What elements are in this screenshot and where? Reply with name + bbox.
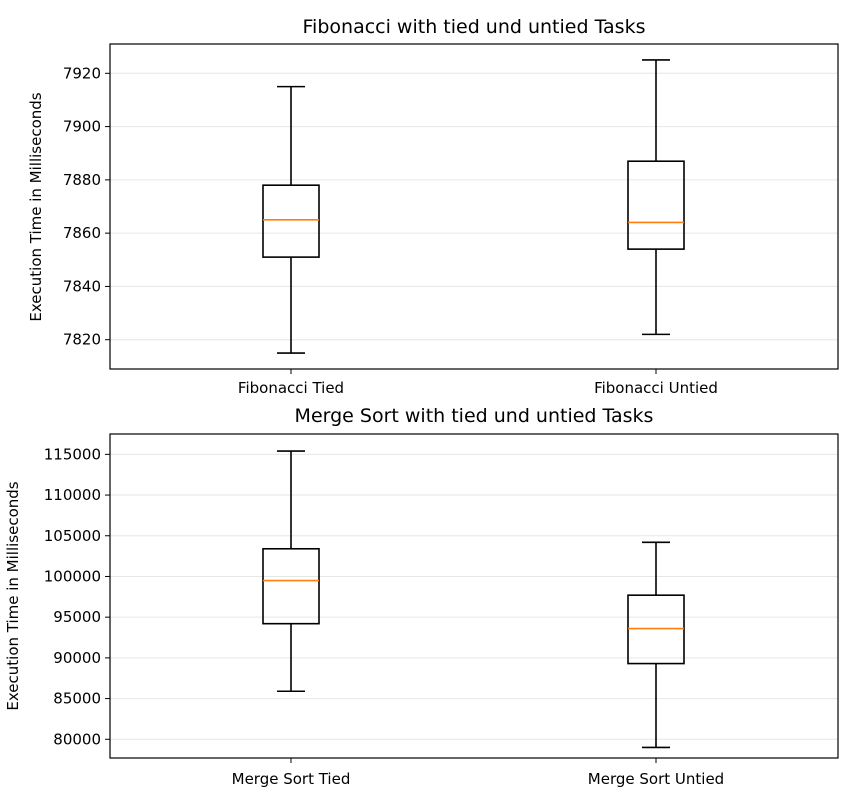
- axes-frame: [109, 433, 839, 759]
- axes-frame: [109, 43, 839, 370]
- y-axis-label: Execution Time in Milliseconds: [4, 481, 22, 710]
- chart-title: Fibonacci with tied und untied Tasks: [303, 16, 646, 38]
- box-fibonacci-untied: [627, 59, 685, 336]
- iqr-box: [627, 594, 685, 665]
- x-tick-label: Fibonacci Untied: [594, 379, 718, 397]
- box-fibonacci-tied: [262, 85, 320, 354]
- y-tick-label: 85000: [53, 690, 101, 708]
- iqr-box: [262, 184, 320, 258]
- y-tick-label: 7920: [63, 64, 101, 82]
- x-tick-label: Fibonacci Tied: [238, 379, 344, 397]
- iqr-box: [627, 160, 685, 250]
- y-tick-label: 90000: [53, 649, 101, 667]
- y-tick-label: 95000: [53, 608, 101, 626]
- y-tick-label: 110000: [44, 486, 101, 504]
- merge-sort-box-plot: Merge Sort with tied und untied Tasks Ex…: [4, 405, 839, 788]
- y-tick-label: 80000: [53, 730, 101, 748]
- x-tick-label: Merge Sort Tied: [232, 770, 351, 788]
- y-tick-label: 105000: [44, 527, 101, 545]
- y-axis-label: Execution Time in Milliseconds: [27, 92, 45, 321]
- y-tick-label: 7900: [63, 118, 101, 136]
- x-tick-label: Merge Sort Untied: [588, 770, 724, 788]
- y-tick-label: 7860: [63, 224, 101, 242]
- box-merge-sort-untied: [627, 541, 685, 749]
- y-tick-label: 7840: [63, 277, 101, 295]
- fibonacci-box-plot: Fibonacci with tied und untied Tasks Exe…: [27, 16, 839, 397]
- chart-title: Merge Sort with tied und untied Tasks: [295, 405, 654, 427]
- iqr-box: [262, 547, 320, 625]
- y-tick-label: 7880: [63, 171, 101, 189]
- y-tick-label: 115000: [44, 445, 101, 463]
- box-merge-sort-tied: [262, 450, 320, 693]
- y-tick-label: 100000: [44, 567, 101, 585]
- y-tick-label: 7820: [63, 331, 101, 349]
